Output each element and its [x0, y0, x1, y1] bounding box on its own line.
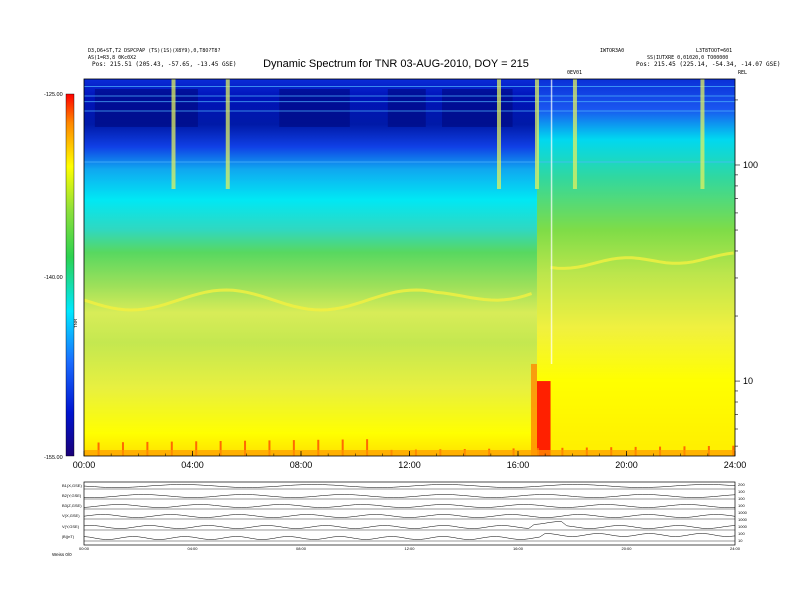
header-right-id1: IWTOR3A0 — [600, 48, 625, 54]
burst-1 — [225, 79, 230, 189]
colorbar — [65, 93, 75, 457]
bottom-spike — [244, 440, 247, 456]
x-tick-label: 04:00 — [181, 460, 204, 470]
lower-panel-label-1: B2(Y,GSE) — [62, 493, 82, 498]
lower-panel-trace-5 — [83, 533, 736, 540]
lower-panel: 00:00 04:00 08:00 12:00 16:00 20:00 24:00 — [79, 481, 741, 551]
lower-panel-trace-3 — [83, 514, 736, 518]
colorbar-tick-top: -125.00 — [44, 92, 63, 98]
x-tick-label: 08:00 — [290, 460, 313, 470]
y-tick-label: 10 — [743, 376, 753, 386]
burst-0 — [171, 79, 176, 189]
lower-panel-label-4: V(Y,GSE) — [62, 524, 80, 529]
burst-5 — [700, 79, 705, 189]
lower-panel-right-2: 100 — [738, 496, 745, 501]
header-right-id2: L3T8TOOT=601 — [696, 48, 733, 54]
bottom-spike — [366, 439, 369, 456]
lower-panel-label-3: V(X,GSE) — [62, 513, 80, 518]
header-right-tag: REL — [738, 70, 748, 76]
x-tick-label: 16:00 — [507, 460, 530, 470]
bottom-spike — [341, 439, 344, 456]
spectrogram-heatmap — [84, 79, 735, 456]
header-right-pos: Pos: 215.45 (225.14, -54.34, -14.07 GSE) — [636, 61, 781, 68]
x-tick-label: 20:00 — [615, 460, 638, 470]
event-marker-label: 0EV01 — [567, 70, 583, 76]
x-tick-label: 12:00 — [398, 460, 421, 470]
bottom-spike — [146, 441, 149, 456]
colorbar-tick-mid: -140.00 — [44, 275, 63, 281]
x-tick-label: 24:00 — [724, 460, 747, 470]
bottom-spike — [317, 439, 320, 456]
event-edge — [530, 363, 537, 456]
bottom-spike — [170, 441, 173, 456]
lower-panel-label-0: B1(X,GSE) — [62, 483, 82, 488]
bottom-spike — [97, 442, 100, 456]
bottom-spike — [121, 442, 124, 456]
lower-panel-right-4: 1000 — [738, 510, 748, 515]
heatmap-region-before-event — [84, 79, 537, 456]
header-right-line2: SS)IUTXRE 0,01020,0 TO00000 — [647, 55, 729, 61]
bottom-spike — [292, 440, 295, 456]
intense-event — [536, 381, 551, 456]
contour-line-left — [84, 288, 533, 312]
contour-line-right — [550, 251, 734, 270]
burst-4 — [572, 79, 577, 189]
lower-panel-frame — [83, 481, 736, 546]
lower-tick-label: 16:00 — [513, 546, 524, 551]
dark-patch-2 — [387, 89, 426, 127]
x-axis: 00:00 04:00 08:00 12:00 16:00 20:00 24:00 — [73, 451, 747, 470]
lower-panel-right-1: 100 — [738, 489, 745, 494]
lower-panel-right-7: 100 — [738, 531, 745, 536]
y-axis: 100 10 — [735, 99, 758, 447]
lower-panel-right-0: 200 — [738, 482, 745, 487]
lower-panel-trace-2 — [83, 504, 736, 508]
lower-panel-trace-0 — [83, 484, 736, 488]
lower-panel-right-3: 100 — [738, 503, 745, 508]
chart-title: Dynamic Spectrum for TNR 03-AUG-2010, DO… — [263, 58, 529, 70]
colorbar-tick-bottom: -155.00 — [44, 455, 63, 461]
colorbar-label: TNR — [73, 318, 78, 328]
bottom-spike — [219, 441, 222, 456]
header-left-line2: AS(1=R3,8 0Kc0X2 — [88, 55, 137, 61]
header-left-line1: D3,D6+ST,T2 DSPCPAP (TS)(1S)(X8Y9),0,T8O… — [88, 48, 221, 54]
lower-panel-label-2: B3(Z,GSE) — [62, 503, 82, 508]
lower-tick-label: 00:00 — [79, 546, 90, 551]
lower-panel-trace-1 — [83, 494, 736, 498]
dark-patch-0 — [94, 89, 198, 127]
lower-panel-right-6: 1000 — [738, 524, 748, 529]
lower-tick-label: 20:00 — [621, 546, 632, 551]
lower-panel-right-5: 1000 — [738, 517, 748, 522]
burst-2 — [497, 79, 502, 189]
lower-panel-right-8: 10 — [738, 538, 743, 543]
y-tick-label: 100 — [743, 160, 758, 170]
lower-tick-label: 12:00 — [404, 546, 415, 551]
lower-tick-label: 04:00 — [187, 546, 198, 551]
x-tick-label: 00:00 — [73, 460, 96, 470]
header-left-pos: Pos: 215.51 (205.43, -57.65, -13.45 GSE) — [92, 61, 237, 68]
lower-panel-trace-4 — [83, 521, 736, 529]
lower-tick-label: 24:00 — [730, 546, 741, 551]
bottom-spike — [268, 440, 271, 456]
lower-panel-label-5: |B|(nT) — [62, 534, 75, 539]
lower-tick-label: 08:00 — [296, 546, 307, 551]
dark-patch-3 — [442, 89, 513, 127]
bottom-spike — [195, 441, 198, 456]
dark-patch-1 — [279, 89, 350, 127]
lower-panel-corner: Weiss 0/0 — [52, 552, 72, 557]
burst-3 — [534, 79, 539, 189]
